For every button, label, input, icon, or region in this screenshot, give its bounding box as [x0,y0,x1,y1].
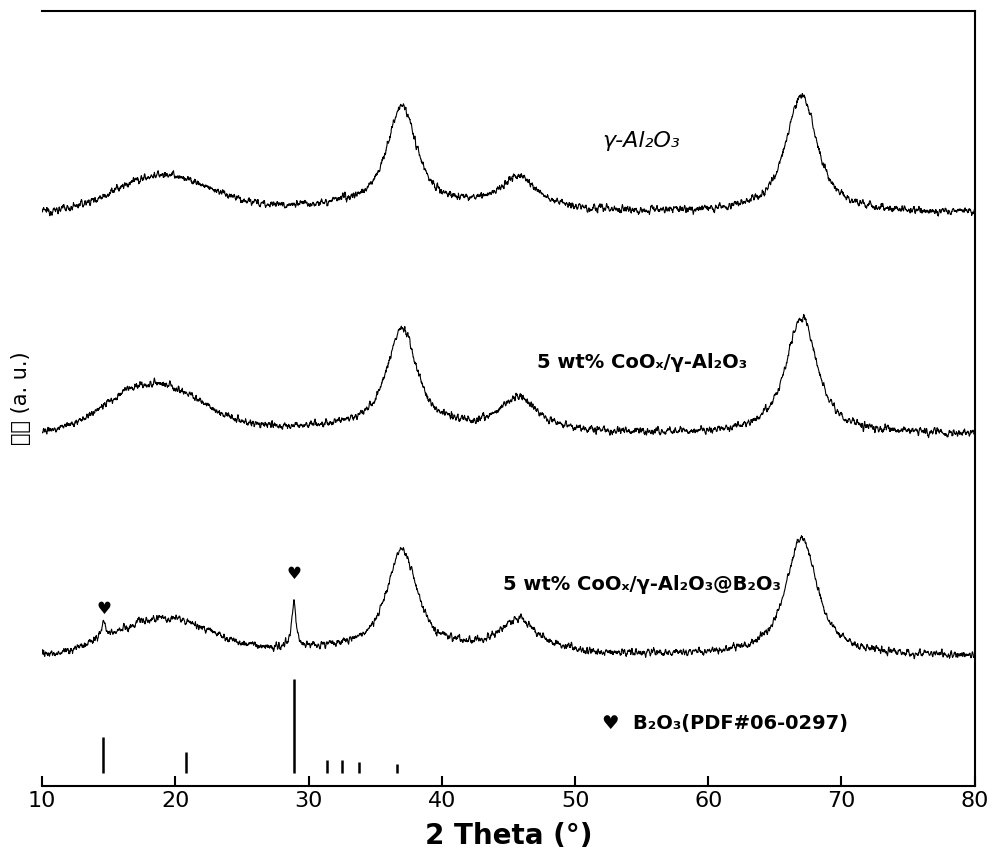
Y-axis label: 信号 (a. u.): 信号 (a. u.) [11,351,31,445]
Text: 5 wt% CoOₓ/γ-Al₂O₃: 5 wt% CoOₓ/γ-Al₂O₃ [537,353,747,372]
Text: ♥: ♥ [287,565,301,583]
Text: 5 wt% CoOₓ/γ-Al₂O₃@B₂O₃: 5 wt% CoOₓ/γ-Al₂O₃@B₂O₃ [503,574,781,593]
X-axis label: 2 Theta (°): 2 Theta (°) [425,822,592,850]
Text: ♥  B₂O₃(PDF#06-0297): ♥ B₂O₃(PDF#06-0297) [602,714,848,733]
Text: γ-Al₂O₃: γ-Al₂O₃ [603,132,681,152]
Text: ♥: ♥ [96,600,111,618]
